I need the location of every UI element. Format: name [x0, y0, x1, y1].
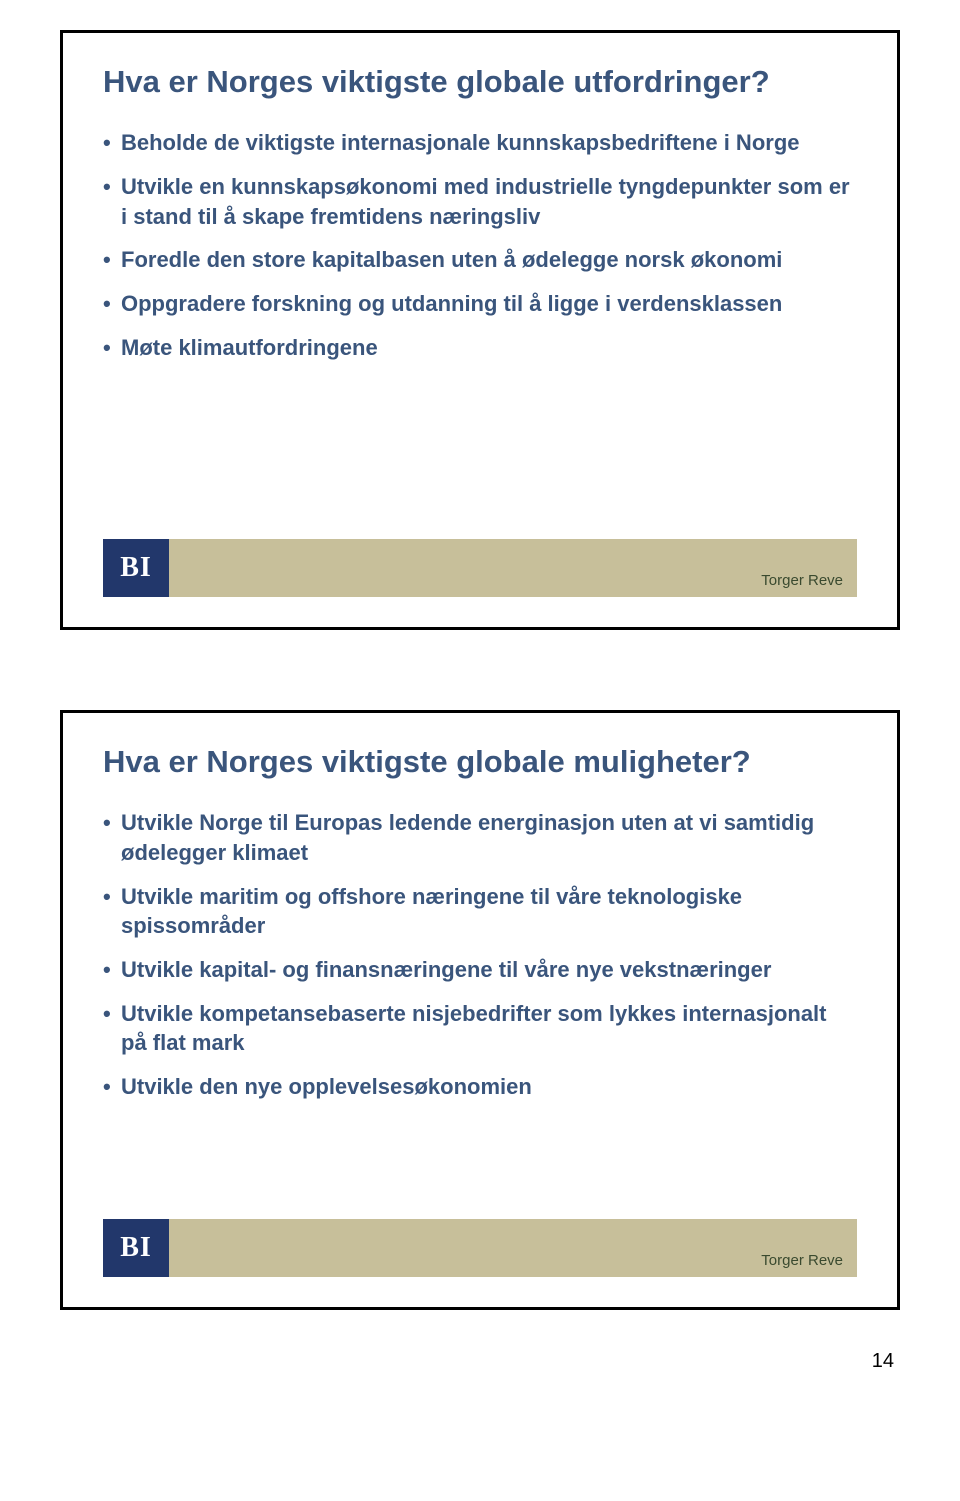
bullet-item: Møte klimautfordringene [103, 333, 857, 363]
bullet-item: Utvikle maritim og offshore næringene ti… [103, 882, 857, 941]
bullet-item: Utvikle Norge til Europas ledende energi… [103, 808, 857, 867]
logo-text: BI [120, 1232, 152, 1264]
author-band: Torger Reve [169, 1219, 857, 1277]
bullet-item: Beholde de viktigste internasjonale kunn… [103, 128, 857, 158]
bullet-item: Utvikle den nye opplevelsesøkonomien [103, 1072, 857, 1102]
logo-box: BI [103, 539, 169, 597]
slide: Hva er Norges viktigste globale mulighet… [60, 710, 900, 1310]
bullet-list: Utvikle Norge til Europas ledende energi… [103, 808, 857, 1102]
slide-title: Hva er Norges viktigste globale mulighet… [103, 743, 857, 780]
slide-title: Hva er Norges viktigste globale utfordri… [103, 63, 857, 100]
bullet-list: Beholde de viktigste internasjonale kunn… [103, 128, 857, 362]
author-name: Torger Reve [761, 572, 843, 589]
page-number: 14 [60, 1350, 900, 1373]
author-band: Torger Reve [169, 539, 857, 597]
logo-box: BI [103, 1219, 169, 1277]
bullet-item: Utvikle en kunnskapsøkonomi med industri… [103, 172, 857, 231]
bullet-item: Utvikle kapital- og finansnæringene til … [103, 955, 857, 985]
bullet-item: Oppgradere forskning og utdanning til å … [103, 289, 857, 319]
slide: Hva er Norges viktigste globale utfordri… [60, 30, 900, 630]
bullet-item: Foredle den store kapitalbasen uten å ød… [103, 245, 857, 275]
logo-text: BI [120, 552, 152, 584]
footer-band: BI Torger Reve [103, 1219, 857, 1277]
footer-band: BI Torger Reve [103, 539, 857, 597]
author-name: Torger Reve [761, 1252, 843, 1269]
bullet-item: Utvikle kompetansebaserte nisjebedrifter… [103, 999, 857, 1058]
